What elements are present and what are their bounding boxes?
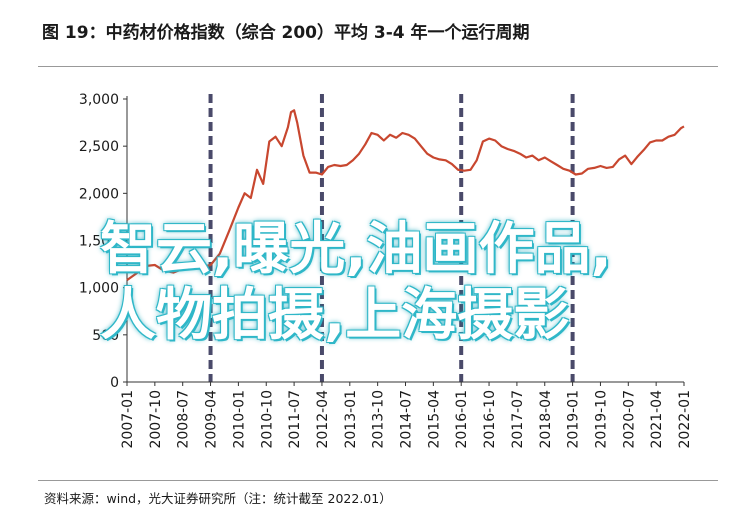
y-tick-label: 1,000 <box>79 281 119 297</box>
y-tick-label: 0 <box>110 375 119 391</box>
x-tick-label: 2007-10 <box>148 390 164 449</box>
x-tick-label: 2008-07 <box>176 390 192 449</box>
x-tick-label: 2016-01 <box>454 390 470 449</box>
source-note: 资料来源：wind，光大证券研究所（注：统计截至 2022.01） <box>44 491 392 506</box>
chart-title: 图 19：中药材价格指数（综合 200）平均 3-4 年一个运行周期 <box>42 23 530 43</box>
x-tick-label: 2019-10 <box>593 390 609 449</box>
watermark-line-1: 智云,曝光,油画作品, <box>100 217 612 282</box>
x-tick-label: 2016-10 <box>482 390 498 449</box>
y-tick-label: 1,500 <box>79 234 119 250</box>
footer-divider <box>38 480 718 481</box>
watermark-line-2: 人物拍摄,上海摄影 <box>100 283 570 348</box>
y-tick-label: 3,000 <box>79 92 119 108</box>
x-tick-label: 2020-07 <box>621 390 637 449</box>
x-tick-label: 2012-04 <box>315 390 331 449</box>
x-tick-label: 2015-04 <box>426 390 442 449</box>
y-tick-label: 2,000 <box>79 186 119 202</box>
x-tick-label: 2013-01 <box>343 390 359 449</box>
x-tick-label: 2010-01 <box>231 390 247 449</box>
x-tick-label: 2022-01 <box>677 390 693 449</box>
x-tick-label: 2014-07 <box>399 390 415 449</box>
x-tick-label: 2017-07 <box>510 390 526 449</box>
x-tick-label: 2011-07 <box>287 390 303 449</box>
x-tick-label: 2021-04 <box>649 390 665 449</box>
x-tick-label: 2007-01 <box>120 390 136 449</box>
series-line <box>126 109 685 281</box>
title-divider <box>38 66 718 67</box>
x-tick-label: 2009-04 <box>204 390 220 449</box>
x-tick-label: 2018-04 <box>538 390 554 449</box>
y-tick-label: 2,500 <box>79 139 119 155</box>
x-tick-label: 2013-10 <box>371 390 387 449</box>
x-tick-label: 2019-01 <box>566 390 582 449</box>
x-tick-label: 2010-10 <box>259 390 275 449</box>
y-tick-label: 500 <box>92 328 119 344</box>
